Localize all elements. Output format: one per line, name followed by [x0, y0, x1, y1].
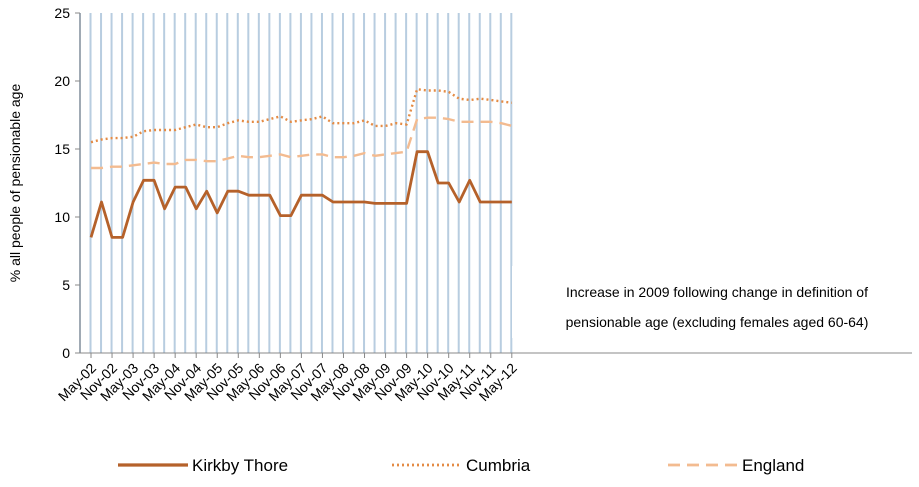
- y-tick-label: 20: [54, 73, 70, 89]
- series-line-cumbria: [90, 87, 512, 144]
- x-axis-ticks: May-02Nov-02May-03Nov-03May-04Nov-04May-…: [55, 353, 520, 404]
- series-line-england: [91, 116, 513, 170]
- y-axis-label: % all people of pensionable age: [7, 84, 23, 283]
- axes: [79, 13, 912, 354]
- legend-label: Kirkby Thore: [192, 456, 288, 475]
- legend-label: Cumbria: [466, 456, 531, 475]
- y-axis-ticks: 0 5 10 15 20 25: [54, 5, 80, 361]
- series-line-kirkby-thore: [89, 150, 512, 239]
- legend: Kirkby Thore Cumbria England: [118, 456, 804, 475]
- y-tick-label: 25: [54, 5, 70, 21]
- y-tick-label: 5: [62, 277, 70, 293]
- annotation-line-1: Increase in 2009 following change in def…: [566, 284, 868, 300]
- series-lines: [89, 87, 513, 239]
- annotation-background: [512, 266, 910, 338]
- vertical-gridlines: [79, 13, 513, 353]
- annotation: Increase in 2009 following change in def…: [566, 284, 869, 330]
- y-tick-label: 0: [62, 345, 70, 361]
- y-tick-label: 15: [54, 141, 70, 157]
- legend-label: England: [742, 456, 804, 475]
- annotation-line-2: pensionable age (excluding females aged …: [566, 314, 869, 330]
- y-tick-label: 10: [54, 209, 70, 225]
